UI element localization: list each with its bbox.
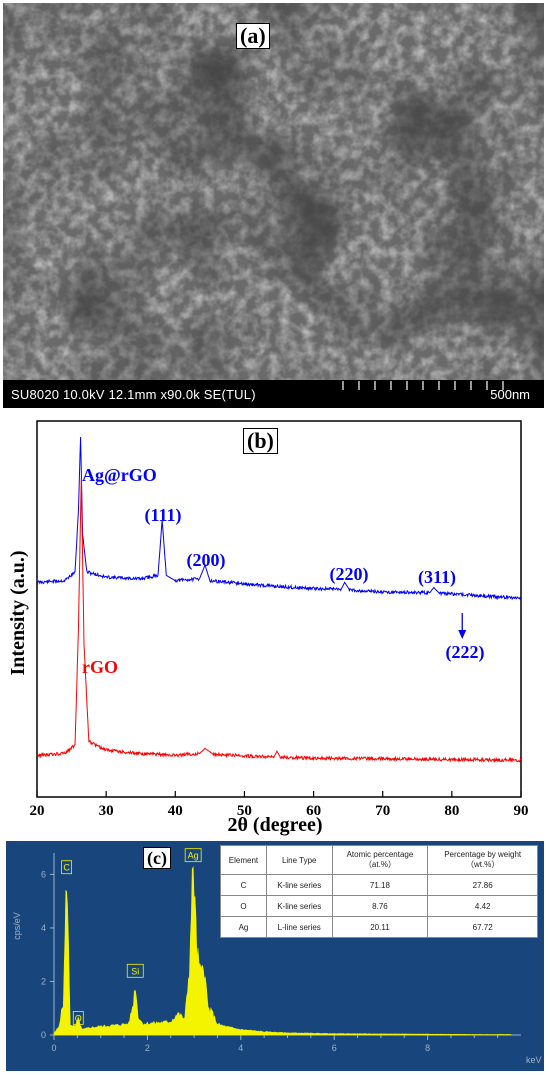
eds-table-row: C K-line series 71.18 27.86 [220,874,538,896]
xrd-chart: 20 30 40 50 60 70 80 90 Ag@rGO (111) (200) (220) (3… [7,420,529,836]
eds-peak-label: Si [131,966,139,976]
scale-bar-label: 500nm [490,387,530,402]
xrd-tick-label: 20 [30,803,45,819]
scale-bar-ticks [342,381,504,390]
sem-micrograph [3,3,544,380]
eds-table-row: Ag L-line series 20.11 67.72 [220,916,538,938]
sem-panel: (a) SU8020 10.0kV 12.1mm x90.0k SE(TUL) … [3,3,544,408]
eds-table-header-cell: Element [220,845,267,875]
eds-peak-label: C [63,863,70,873]
eds-table-cell: C [220,874,267,896]
eds-y-tick-label: 4 [41,923,46,933]
xrd-plot-frame [36,420,522,798]
panel-a-label: (a) [236,23,270,49]
xrd-arrow-head [458,630,467,639]
xrd-tick-label: 40 [168,803,183,819]
eds-peak-label: O [75,1013,82,1023]
eds-table-cell: K-line series [265,874,333,896]
sem-shadow-texture [3,3,544,380]
eds-table-cell: O [220,895,267,917]
eds-peak-label-box [184,848,202,863]
eds-table-header-cell: Atomic percentage （at.%） [331,845,429,875]
sem-info-bar: SU8020 10.0kV 12.1mm x90.0k SE(TUL) 500n… [3,380,544,408]
eds-x-tick-label: 6 [332,1043,337,1053]
eds-x-tick-label: 8 [425,1043,430,1053]
eds-y-axis-label: cps/eV [12,912,22,940]
sem-info-text: SU8020 10.0kV 12.1mm x90.0k SE(TUL) [11,387,256,402]
xrd-tick-label: 70 [375,803,390,819]
eds-table-row: O K-line series 8.76 4.42 [220,895,538,917]
eds-table-header-cell: Percentage by weight （wt.%） [427,845,538,875]
xrd-annotation: Ag@rGO [82,465,157,485]
eds-peak-label-box [72,1011,84,1025]
eds-table-cell: Ag [220,916,267,938]
eds-table-cell: 20.11 [331,916,429,938]
eds-composition-table: Element Line Type Atomic percentage （at.%） P… [220,845,538,938]
eds-table-cell: 27.86 [427,874,538,896]
eds-peak-label: Ag [188,851,199,861]
eds-table-header-cell: Line Type [265,845,333,875]
xrd-panel: 20 30 40 50 60 70 80 90 Ag@rGO (111) (200) (220) (3… [0,413,550,841]
xrd-y-axis-label: Intensity (a.u.) [7,550,29,675]
eds-spectrum-fill [53,865,512,1036]
xrd-tick-label: 80 [444,803,459,819]
xrd-annotation: (111) [144,505,181,526]
xrd-x-axis-label: 2θ (degree) [227,814,322,836]
eds-y-tick-label: 0 [41,1030,46,1040]
xrd-annotation: (311) [418,567,456,588]
eds-table-cell: 67.72 [427,916,538,938]
panel-b-label: (b) [243,428,278,454]
xrd-annotation: rGO [82,657,118,677]
eds-table-cell: 71.18 [331,874,429,896]
eds-x-unit: keV [526,1055,542,1065]
eds-peak-labels: C O Si Ag [61,848,202,1025]
xrd-annotation: (220) [330,564,369,585]
eds-peak-label-box [61,860,73,875]
xrd-series [36,436,522,763]
xrd-annotations: Ag@rGO (111) (200) (220) (311) (222) rGO [82,465,485,677]
eds-peak-label-box [126,963,144,978]
panel-c-label: (c) [143,847,171,869]
eds-x-tick-label: 0 [51,1043,56,1053]
eds-table-cell: 8.76 [331,895,429,917]
eds-table-cell: 4.42 [427,895,538,917]
xrd-x-ticks: 20 30 40 50 60 70 80 90 [30,791,529,819]
xrd-annotation: (222) [446,642,485,663]
eds-y-tick-label: 6 [41,869,46,879]
eds-spectrum-area [53,865,512,1036]
eds-table-cell: L-line series [265,916,333,938]
eds-x-tick-label: 4 [238,1043,243,1053]
xrd-tick-label: 90 [514,803,529,819]
eds-y-tick-label: 2 [41,976,46,986]
xrd-tick-label: 30 [99,803,114,819]
xrd-series-rgo [36,478,522,763]
eds-x-tick-label: 2 [145,1043,150,1053]
xrd-tick-label: 60 [306,803,321,819]
eds-table-header: Element Line Type Atomic percentage （at.%） P… [220,845,538,875]
eds-table-cell: K-line series [265,895,333,917]
xrd-series-ag-rgo [36,436,522,601]
xrd-annotation: (200) [187,550,226,571]
xrd-tick-label: 50 [237,803,252,819]
